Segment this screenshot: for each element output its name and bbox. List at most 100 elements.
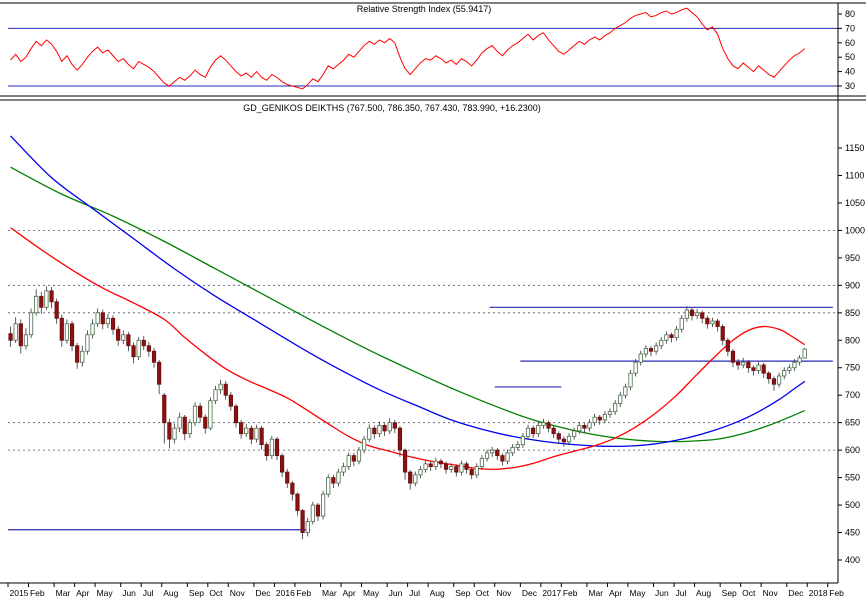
candle-up xyxy=(34,295,39,314)
candle-up xyxy=(244,427,249,435)
price-axis-label: 550 xyxy=(845,473,860,483)
price-axis-label: 850 xyxy=(845,308,860,318)
candle-down xyxy=(116,328,121,341)
price-trendlines xyxy=(8,306,833,531)
time-axis-label: Dec xyxy=(788,588,804,598)
candle-up xyxy=(377,425,382,435)
candle-down xyxy=(402,449,408,473)
candle-down xyxy=(300,510,305,533)
candle-up xyxy=(459,463,464,473)
candle-up xyxy=(484,452,490,459)
candle-down xyxy=(443,463,449,470)
candle-up xyxy=(23,334,29,347)
price-axis-label: 800 xyxy=(845,335,860,345)
candle-up xyxy=(254,427,259,440)
time-axis-label: Oct xyxy=(209,588,223,598)
candle-up xyxy=(85,334,90,352)
candle-down xyxy=(182,416,187,435)
candle-up xyxy=(105,317,111,325)
time-axis-label: 2017 xyxy=(542,588,561,598)
time-axis-label: May xyxy=(97,588,114,598)
candle-down xyxy=(597,416,602,421)
time-axis-label: Feb xyxy=(563,588,578,598)
candle-up xyxy=(587,422,592,429)
candle-down xyxy=(730,350,736,363)
time-axis-label: Sep xyxy=(189,588,204,598)
time-axis-label: Aug xyxy=(163,588,178,598)
candle-up xyxy=(633,361,638,374)
candle-down xyxy=(233,405,239,424)
candle-up xyxy=(541,422,546,426)
candle-up xyxy=(310,504,315,522)
candle-up xyxy=(187,422,192,435)
candle-up xyxy=(192,405,198,424)
time-axis-label: Jun xyxy=(122,588,136,598)
candle-up xyxy=(602,414,607,421)
candle-down xyxy=(280,455,285,473)
candle-down xyxy=(766,372,771,380)
rsi-panel xyxy=(8,7,838,90)
candle-down xyxy=(157,361,162,385)
time-axis-label: Jul xyxy=(143,588,154,598)
candle-down xyxy=(131,345,136,358)
candle-down xyxy=(689,309,695,316)
candle-up xyxy=(356,449,362,462)
time-axis-label: Dec xyxy=(255,588,271,598)
time-axis-label: Feb xyxy=(30,588,45,598)
candle-up xyxy=(418,468,423,476)
time-axis-label: 2016 xyxy=(276,588,295,598)
candle-up xyxy=(628,372,633,388)
candle-down xyxy=(100,312,105,325)
price-axis-label: 750 xyxy=(845,363,860,373)
candle-up xyxy=(520,435,526,446)
candle-up xyxy=(674,328,679,338)
price-panel-title: GD_GENIKOS DEIKTHS (767.500, 786.350, 76… xyxy=(239,103,545,114)
candle-up xyxy=(341,466,346,473)
candle-down xyxy=(239,422,244,435)
rsi-axis-label: 40 xyxy=(845,67,855,77)
candle-down xyxy=(249,427,254,440)
candle-up xyxy=(121,334,126,341)
time-axis-label: Apr xyxy=(76,588,89,598)
candle-up xyxy=(177,416,182,429)
candle-up xyxy=(664,334,669,341)
candle-up xyxy=(474,466,479,476)
price-axis-label: 1150 xyxy=(845,143,864,153)
rsi-line xyxy=(10,7,806,90)
candle-down xyxy=(162,394,167,424)
candle-up xyxy=(305,521,310,533)
candle-up xyxy=(95,312,100,325)
candle-down xyxy=(531,427,536,435)
candle-down xyxy=(198,405,203,418)
candle-down xyxy=(561,438,566,443)
time-axis-label: Mar xyxy=(322,588,337,598)
candle-down xyxy=(274,438,280,457)
candle-down xyxy=(167,422,172,440)
time-axis-label: Apr xyxy=(343,588,356,598)
candle-down xyxy=(331,477,336,484)
candle-up xyxy=(136,339,141,358)
candle-down xyxy=(228,394,233,407)
candle-up xyxy=(346,455,351,468)
candle-up xyxy=(592,416,597,424)
candle-up xyxy=(536,425,541,435)
rsi-axis-label: 50 xyxy=(845,52,855,62)
candle-down xyxy=(39,295,44,308)
candle-up xyxy=(367,427,372,440)
candle-down xyxy=(151,350,157,363)
candle-down xyxy=(18,323,23,347)
candle-down xyxy=(110,317,116,330)
time-axis-label: Nov xyxy=(230,588,246,598)
candle-down xyxy=(141,339,146,347)
candle-up xyxy=(710,320,715,325)
candle-down xyxy=(469,468,474,476)
time-axis-label: Jun xyxy=(655,588,669,598)
time-axis: 2015 Feb Mar Apr May Jun Jul Aug Sep Oct Nov Dec 201… xyxy=(7,583,844,598)
time-axis-label: May xyxy=(629,588,646,598)
candle-down xyxy=(59,317,64,341)
candle-up xyxy=(515,444,520,448)
candle-down xyxy=(295,493,300,511)
candle-up xyxy=(490,449,495,454)
candle-down xyxy=(725,339,730,352)
